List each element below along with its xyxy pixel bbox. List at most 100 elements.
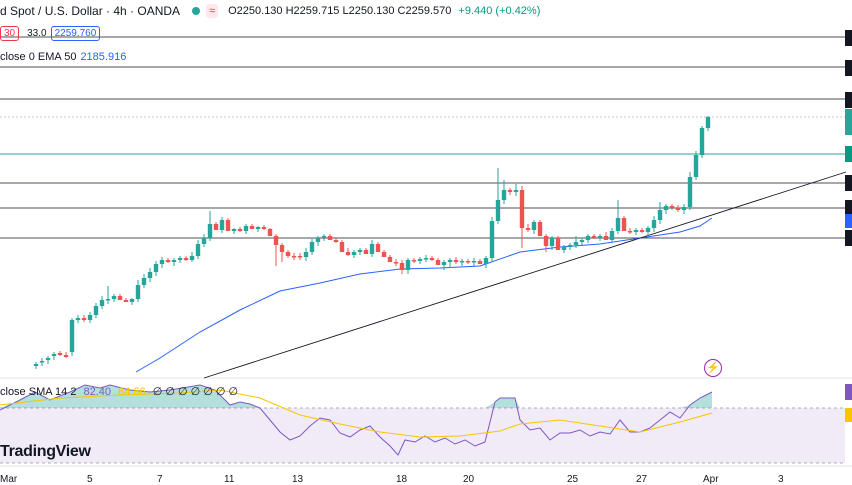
candle-body [705,117,711,128]
rsi-label: close SMA 14 2 [0,386,77,398]
rsi-legend[interactable]: close SMA 14 2 82.40 64.66 ∅ ∅ ∅ ∅ ∅ ∅ ∅ [0,385,238,398]
candle-body [333,240,339,242]
candle-body [699,128,705,155]
candle-body [291,256,297,258]
candle-body [111,296,117,299]
ema-label: close 0 EMA 50 [0,51,77,63]
candle-body [483,258,489,264]
right-price-markers [845,30,852,422]
rsi-band [0,408,845,463]
candle-body [129,299,135,302]
data-badge[interactable]: ≈ [206,4,219,18]
candle-body [171,260,177,262]
candle-body [441,262,447,265]
candle-body [33,364,39,366]
candle-body [147,272,153,278]
candle-body [585,236,591,240]
candle-body [219,220,225,230]
buy-pill[interactable]: 2259.760 [50,26,101,41]
candle-body [681,207,687,210]
candle-body [471,261,477,263]
candle-body [453,260,459,262]
candle-body [435,260,441,265]
candle-body [45,358,51,360]
candle-body [369,244,375,254]
candle-body [309,242,315,252]
candle-body [519,190,525,228]
candle-body [339,242,345,252]
candle-body [513,190,519,192]
candle-body [663,206,669,210]
ema-legend[interactable]: close 0 EMA 50 2185.916 [0,51,126,63]
candle-body [447,260,453,262]
candle-body [615,218,621,231]
price-marker [845,200,852,216]
candle-body [177,258,183,260]
candle-body [693,155,699,177]
tradingview-logo[interactable]: TradingView [0,443,91,460]
candle-body [543,236,549,246]
bolt-icon[interactable]: ⚡ [704,359,722,377]
x-tick-label: 13 [292,474,304,485]
ohlc-values: O2250.130 H2259.715 L2250.130 C2259.570 … [228,5,540,17]
candle-body [279,245,285,252]
candle-body [105,299,111,301]
candle-body [561,247,567,250]
candle-body [525,228,531,230]
rsi-marker [845,384,852,400]
price-marker [845,60,852,76]
candle-body [153,264,159,272]
candle-body [267,229,273,236]
candle-body [75,318,81,320]
candle-body [357,250,363,252]
x-tick-label: Apr [703,474,719,485]
candle-body [255,227,261,229]
candle-body [207,224,213,238]
candle-body [201,238,207,244]
candle-body [99,300,105,306]
candle-body [489,221,495,258]
candle-body [249,226,255,229]
candle-body [231,229,237,231]
candle-body [567,245,573,247]
candle-body [261,227,267,229]
x-tick-label: 11 [224,474,235,485]
market-status-icon [192,7,201,15]
x-tick-label: 25 [567,474,579,485]
candle-body [303,252,309,257]
candle-body [597,236,603,238]
candle-body [669,206,675,208]
candle-body [135,285,141,299]
x-tick-label: 5 [87,474,93,485]
candle-body [327,236,333,240]
candle-body [285,252,291,256]
candle-body [375,244,381,252]
rsi-ma-marker [845,408,852,422]
candle-body [57,353,63,355]
spread-value: 33.0 [27,28,47,39]
candle-body [609,231,615,240]
trend-line [203,171,847,379]
candle-body [645,228,651,232]
sell-pill[interactable]: 30 [0,26,20,41]
candle-body [537,222,543,236]
candle-body [651,220,657,228]
candle-body [657,210,663,220]
symbol-title[interactable]: d Spot / U.S. Dollar · 4h · OANDA [0,4,181,18]
price-marker [845,214,852,228]
x-tick-label: 18 [396,474,408,485]
candles [33,116,711,369]
candle-body [273,236,279,245]
candle-body [351,252,357,255]
candle-body [225,220,231,231]
rsi-extra: ∅ ∅ ∅ ∅ ∅ ∅ ∅ [152,386,239,398]
ema-value: 2185.916 [80,51,127,63]
candle-body [363,250,369,254]
candle-body [93,306,99,315]
candle-body [621,218,627,231]
candle-body [297,256,303,258]
candle-body [87,315,93,320]
candle-body [117,296,123,300]
candle-body [687,177,693,207]
